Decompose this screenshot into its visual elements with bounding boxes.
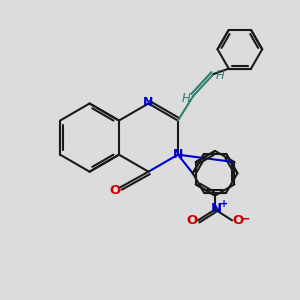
Text: N: N (211, 202, 222, 215)
Text: +: + (220, 199, 228, 209)
Text: O: O (110, 184, 121, 197)
Text: N: N (173, 148, 184, 160)
Text: −: − (240, 212, 250, 225)
Text: O: O (187, 214, 198, 227)
Text: O: O (232, 214, 243, 227)
Text: H: H (216, 69, 225, 82)
Text: N: N (142, 96, 153, 110)
Text: H: H (182, 92, 191, 105)
